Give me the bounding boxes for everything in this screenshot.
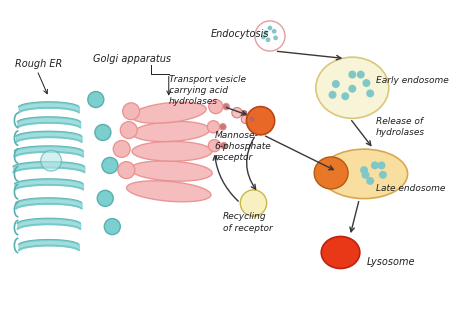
Circle shape bbox=[348, 71, 356, 79]
Circle shape bbox=[332, 80, 340, 88]
Ellipse shape bbox=[131, 102, 206, 123]
Text: Release of
hydrolases: Release of hydrolases bbox=[376, 117, 425, 137]
Circle shape bbox=[113, 140, 130, 158]
Circle shape bbox=[366, 177, 374, 185]
Circle shape bbox=[118, 162, 135, 178]
Text: Transport vesicle
carrying acid
hydrolases: Transport vesicle carrying acid hydrolas… bbox=[169, 75, 246, 106]
Circle shape bbox=[41, 150, 62, 171]
Circle shape bbox=[240, 190, 267, 216]
Ellipse shape bbox=[321, 236, 360, 269]
Circle shape bbox=[341, 92, 349, 100]
Circle shape bbox=[219, 124, 226, 130]
Circle shape bbox=[371, 161, 379, 169]
Circle shape bbox=[242, 110, 247, 115]
Ellipse shape bbox=[314, 157, 348, 189]
Circle shape bbox=[102, 158, 118, 173]
Circle shape bbox=[348, 85, 356, 93]
Circle shape bbox=[272, 29, 276, 34]
Text: Mannose-
6-phosphate
receptor: Mannose- 6-phosphate receptor bbox=[214, 131, 271, 162]
Text: Recycling
of receptor: Recycling of receptor bbox=[223, 212, 273, 232]
Text: Endocytosis: Endocytosis bbox=[211, 29, 270, 39]
Circle shape bbox=[261, 35, 266, 39]
Circle shape bbox=[255, 21, 285, 51]
Circle shape bbox=[209, 100, 223, 114]
Text: Early endosome: Early endosome bbox=[376, 76, 448, 85]
Circle shape bbox=[357, 71, 365, 79]
Circle shape bbox=[223, 103, 229, 110]
Text: Lysosome: Lysosome bbox=[366, 257, 415, 267]
Circle shape bbox=[268, 26, 272, 30]
Circle shape bbox=[366, 90, 374, 97]
Circle shape bbox=[220, 142, 227, 149]
Circle shape bbox=[377, 161, 385, 169]
Text: Late endosome: Late endosome bbox=[376, 184, 445, 193]
Circle shape bbox=[328, 91, 337, 99]
Circle shape bbox=[207, 121, 219, 133]
Ellipse shape bbox=[316, 57, 389, 118]
Circle shape bbox=[379, 171, 387, 179]
Circle shape bbox=[232, 108, 242, 118]
Text: Golgi apparatus: Golgi apparatus bbox=[93, 54, 172, 64]
Ellipse shape bbox=[132, 121, 210, 142]
Circle shape bbox=[249, 117, 255, 122]
Circle shape bbox=[97, 190, 113, 206]
Ellipse shape bbox=[130, 161, 212, 181]
Circle shape bbox=[246, 107, 274, 135]
Circle shape bbox=[88, 91, 104, 108]
Circle shape bbox=[266, 37, 270, 42]
Ellipse shape bbox=[127, 181, 211, 202]
Circle shape bbox=[363, 79, 370, 87]
Circle shape bbox=[241, 115, 250, 124]
Ellipse shape bbox=[320, 149, 408, 199]
Circle shape bbox=[208, 139, 220, 152]
Text: Rough ER: Rough ER bbox=[15, 59, 62, 69]
Circle shape bbox=[362, 171, 369, 179]
Circle shape bbox=[104, 219, 120, 235]
Circle shape bbox=[264, 30, 268, 35]
Circle shape bbox=[120, 122, 137, 139]
Circle shape bbox=[95, 124, 111, 140]
Circle shape bbox=[123, 103, 139, 120]
Ellipse shape bbox=[132, 141, 212, 161]
Circle shape bbox=[360, 166, 368, 174]
Circle shape bbox=[273, 36, 278, 40]
